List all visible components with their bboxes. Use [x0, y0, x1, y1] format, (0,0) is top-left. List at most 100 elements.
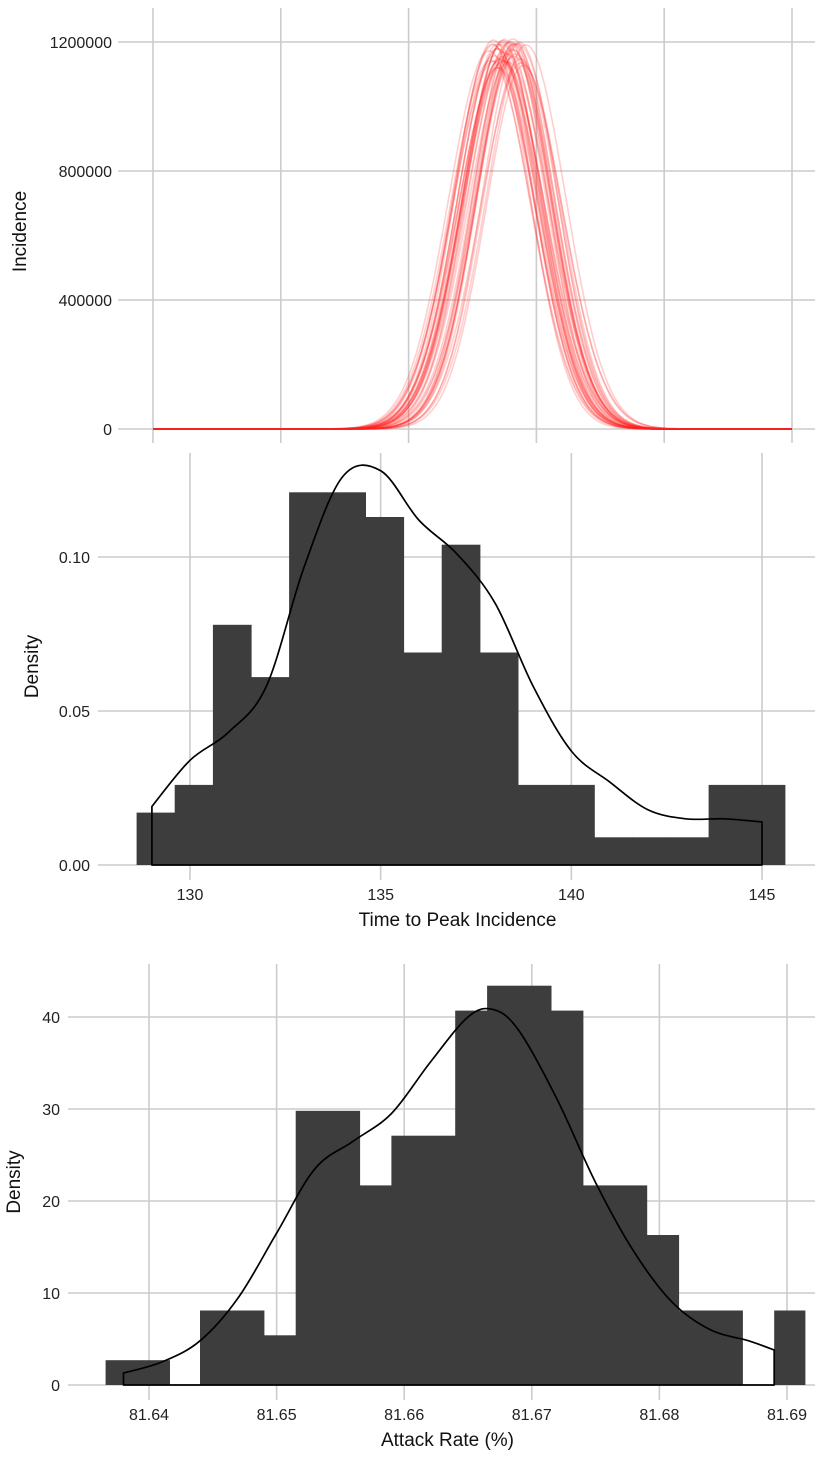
incidence-series-line	[153, 60, 792, 430]
incidence-series-line	[153, 43, 792, 430]
y-tick-label: 40	[42, 1010, 60, 1027]
histogram-bar	[251, 677, 290, 865]
y-axis-label: Density	[22, 634, 43, 698]
incidence-series-line	[153, 39, 792, 430]
incidence-series-line	[153, 59, 792, 430]
histogram-bar	[289, 492, 328, 865]
incidence-series-line	[153, 43, 792, 430]
y-axis-label: Density	[4, 1150, 25, 1214]
histogram-bar	[582, 1185, 648, 1385]
histogram-bar	[327, 492, 366, 865]
incidence-series-line	[153, 64, 792, 430]
incidence-series-line	[153, 55, 792, 430]
incidence-series-line	[153, 43, 792, 430]
x-axis-label: Attack Rate (%)	[381, 1430, 514, 1451]
incidence-panel: 0 400000 800000 1200000 Incidence	[10, 8, 815, 443]
y-tick-label: 800000	[59, 164, 112, 181]
histogram-bar	[441, 544, 481, 865]
incidence-series-line	[153, 41, 792, 430]
histogram-bar	[136, 812, 176, 865]
histogram-bar	[670, 837, 710, 865]
incidence-series-line	[153, 42, 792, 430]
y-tick-label: 0.10	[59, 550, 90, 567]
density-curve	[122, 1007, 776, 1386]
histogram-bar	[632, 837, 671, 865]
histogram-bar	[403, 652, 443, 865]
histogram-bar	[594, 837, 633, 865]
y-tick-label: 30	[42, 1102, 60, 1119]
incidence-series-line	[153, 60, 792, 430]
incidence-series-line	[153, 43, 792, 430]
incidence-series-line	[153, 47, 792, 430]
incidence-series-line	[153, 58, 792, 430]
incidence-series-line	[153, 48, 792, 430]
incidence-series-line	[153, 55, 792, 430]
histogram-bar	[774, 1310, 806, 1385]
x-tick-label: 135	[367, 887, 394, 904]
incidence-series-line	[153, 38, 792, 430]
incidence-series-line	[153, 59, 792, 430]
incidence-series-line	[153, 43, 792, 430]
incidence-series-line	[153, 38, 792, 430]
histogram-bar	[263, 1335, 297, 1385]
incidence-series-line	[153, 41, 792, 430]
incidence-series-line	[153, 66, 792, 430]
incidence-series-line	[153, 57, 792, 430]
x-tick-label: 81.64	[129, 1407, 169, 1424]
incidence-series-line	[153, 42, 792, 430]
histogram-bar	[678, 1310, 743, 1385]
histogram-bar	[212, 624, 252, 865]
time-to-peak-panel: 130 135 140 145 0.00 0.05 0.10 Time to Peak Inc…	[22, 453, 815, 931]
incidence-series-line	[153, 43, 792, 430]
y-tick-label: 1200000	[50, 35, 112, 52]
histogram-bar	[200, 1310, 265, 1385]
incidence-series-line	[153, 39, 792, 430]
y-axis-label: Incidence	[10, 191, 31, 272]
incidence-series-line	[153, 41, 792, 430]
incidence-series-line	[153, 53, 792, 430]
histogram-bar	[455, 1010, 488, 1385]
incidence-series-line	[153, 40, 792, 430]
histogram-bar	[646, 1235, 680, 1385]
histogram-bar	[479, 652, 519, 865]
histogram-bar	[295, 1110, 361, 1385]
x-tick-label: 81.67	[512, 1407, 552, 1424]
histogram-bar	[746, 784, 786, 865]
x-tick-label: 81.68	[639, 1407, 679, 1424]
incidence-series-line	[153, 50, 792, 430]
x-tick-label: 130	[177, 887, 204, 904]
y-tick-label: 10	[42, 1286, 60, 1303]
x-tick-label: 81.66	[384, 1407, 424, 1424]
y-tick-label: 0	[51, 1378, 60, 1395]
incidence-series-line	[153, 53, 792, 430]
incidence-series-line	[153, 47, 792, 430]
density-curve	[151, 464, 763, 866]
histogram-bar	[365, 517, 405, 865]
x-tick-label: 145	[749, 887, 776, 904]
histogram-bar	[487, 985, 552, 1385]
attack-rate-panel: 81.64 81.65 81.66 81.67 81.68 81.69 0 10 20 30 40 A…	[4, 964, 815, 1451]
incidence-series-line	[153, 50, 792, 430]
histogram-bar	[174, 784, 214, 865]
histogram-bar	[359, 1185, 392, 1385]
y-tick-label: 400000	[59, 293, 112, 310]
y-tick-label: 0.05	[59, 704, 90, 721]
incidence-series-line	[153, 61, 792, 430]
y-tick-label: 0	[103, 422, 112, 439]
incidence-series-line	[153, 58, 792, 430]
x-tick-label: 140	[558, 887, 585, 904]
incidence-series-line	[153, 66, 792, 430]
histogram-bar	[550, 1010, 584, 1385]
histogram-bar	[105, 1360, 170, 1385]
x-tick-label: 81.65	[257, 1407, 297, 1424]
histogram-bar	[517, 784, 557, 865]
x-tick-label: 81.69	[767, 1407, 807, 1424]
histogram-bar	[708, 784, 748, 865]
incidence-series-line	[153, 54, 792, 430]
incidence-series-line	[153, 49, 792, 430]
histogram-bar	[556, 784, 595, 865]
histogram-bar	[391, 1135, 456, 1385]
y-tick-label: 20	[42, 1194, 60, 1211]
incidence-series-line	[153, 61, 792, 430]
